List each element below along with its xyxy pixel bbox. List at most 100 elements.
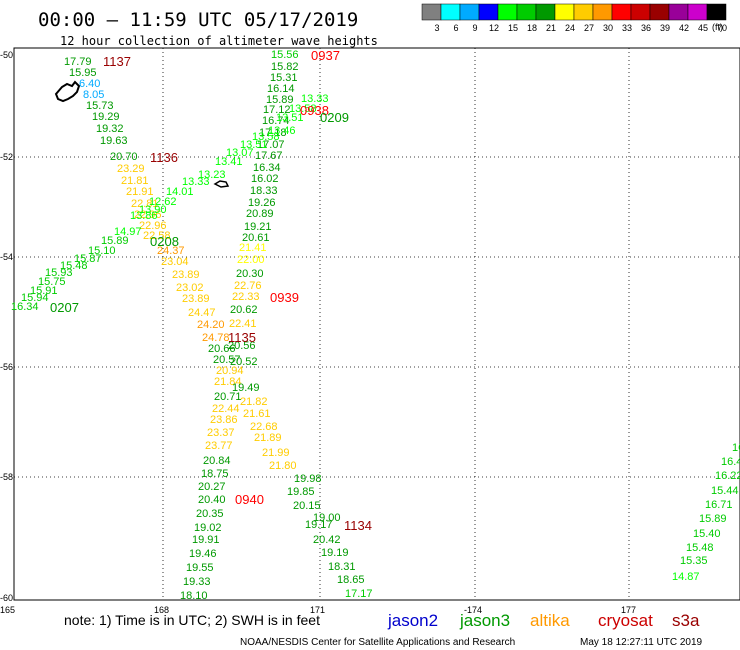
latitude-tick-label: -56	[0, 362, 13, 372]
credit-line: NOAA/NESDIS Center for Satellite Applica…	[240, 637, 515, 648]
wave-height-value: 22.00	[237, 254, 265, 266]
auckland-islands	[54, 80, 81, 103]
map-subtitle: 12 hour collection of altimeter wave hei…	[60, 34, 378, 48]
colorbar-swatch-2	[459, 3, 480, 21]
campbell-island	[213, 180, 230, 188]
wave-height-value: 15.95	[69, 67, 97, 79]
wave-height-value: 18.65	[337, 574, 365, 586]
wave-height-value: 20.40	[198, 494, 226, 506]
wave-height-value: 13.33	[301, 93, 329, 105]
wave-height-value: 19.46	[189, 548, 217, 560]
wave-height-value: 15.40	[693, 528, 721, 540]
wave-height-value: 19.85	[287, 486, 315, 498]
wave-height-value: 15.31	[270, 72, 298, 84]
legend-cryosat: cryosat	[598, 611, 653, 630]
wave-height-value: 21.91	[126, 186, 154, 198]
wave-height-value: 20.27	[198, 481, 226, 493]
colorbar-swatch-6	[535, 3, 556, 21]
wave-height-value: 23.02	[176, 282, 204, 294]
longitude-tick-label: 165	[0, 605, 15, 615]
wave-height-value: 23.89	[182, 293, 210, 305]
pass-time-label: 1136	[150, 150, 178, 165]
wave-height-value: 19.49	[232, 382, 260, 394]
wave-height-value: 20.62	[230, 304, 258, 316]
wave-height-value: 21.61	[243, 408, 271, 420]
colorbar-label: 39	[660, 23, 670, 33]
land-islands	[54, 80, 230, 188]
wave-height-value: 20.71	[214, 391, 242, 403]
wave-height-value: 15.91	[30, 285, 58, 297]
colorbar-swatch-4	[497, 3, 518, 21]
wave-height-value: 14.87	[672, 571, 700, 583]
legend-altika: altika	[530, 611, 570, 630]
pass-time-label: 0207	[50, 300, 79, 315]
wave-height-value: 19.91	[192, 534, 220, 546]
colorbar-label: 36	[641, 23, 651, 33]
wave-height-value: 13.46	[268, 125, 296, 137]
longitude-tick-label: 171	[310, 605, 325, 615]
colorbar-label: 42	[679, 23, 689, 33]
wave-height-value: 21.99	[262, 447, 290, 459]
wave-height-value: 8.05	[83, 89, 104, 101]
colorbar-swatch-7	[554, 3, 575, 21]
wave-height-value: 18.10	[180, 590, 208, 602]
wave-height-colorbar: 3 6 9 12 15 18 21 24 27 30 33 36 39 42 45 70	[421, 3, 727, 33]
pass-time-label: 0209	[320, 110, 349, 125]
wave-height-value: 23.77	[205, 440, 233, 452]
wave-height-value: 23.86	[210, 414, 238, 426]
pass-time-label: 1137	[103, 54, 131, 69]
colorbar-label: 12	[489, 23, 499, 33]
satellite-legend: jason2 jason3 altika cryosat s3a	[387, 611, 700, 630]
wave-height-value: 22.68	[250, 421, 278, 433]
wave-height-value: 24.78	[202, 332, 230, 344]
wave-height-value: 20.30	[236, 268, 264, 280]
wave-height-value: 20.70	[110, 151, 138, 163]
colorbar-swatch-1	[440, 3, 461, 21]
pass-time-label: 0939	[270, 290, 299, 305]
colorbar-label: 9	[472, 23, 477, 33]
wave-height-value: 15.75	[38, 276, 66, 288]
latitude-tick-label: -54	[0, 252, 13, 262]
pass-time-label: 1135	[228, 330, 256, 345]
colorbar-swatch-15	[706, 3, 727, 21]
track-2: 15.5615.8215.3116.1415.8917.1216.7417.18…	[228, 49, 373, 600]
longitude-tick-label: -174	[464, 605, 482, 615]
wave-height-value: 20.89	[246, 208, 274, 220]
wave-height-value: 13.51	[240, 139, 268, 151]
pass-time-label: 0940	[235, 492, 264, 507]
wave-height-value: 15.10	[88, 245, 116, 257]
wave-height-value: 15.48	[686, 542, 714, 554]
wave-height-value: 19.19	[321, 547, 349, 559]
wave-height-value: 20.61	[242, 232, 270, 244]
wave-height-value: 14.01	[166, 186, 194, 198]
generated-timestamp: May 18 12:27:11 UTC 2019	[580, 637, 703, 648]
wave-height-value: 15.44	[711, 485, 739, 497]
wave-height-value: 20.42	[313, 534, 341, 546]
wave-height-value: 19.55	[186, 562, 214, 574]
wave-height-value: 15.82	[271, 61, 299, 73]
units-note: note: 1) Time is in UTC; 2) SWH is in fe…	[64, 612, 320, 628]
wave-height-value: 15.35	[680, 555, 708, 567]
wave-height-value: 20.84	[203, 455, 231, 467]
wave-height-value: 13.58	[252, 131, 280, 143]
wave-height-value: 13.86	[130, 210, 158, 222]
wave-height-value: 20.66	[208, 343, 236, 355]
map-grid	[13, 47, 740, 601]
wave-height-value: 16.02	[251, 173, 279, 185]
wave-height-value: 22.33	[232, 291, 260, 303]
wave-height-value: 23.89	[172, 269, 200, 281]
latitude-tick-label: -52	[0, 152, 13, 162]
wave-height-value: 16.74	[262, 115, 290, 127]
latitude-tick-label: -60	[0, 593, 13, 603]
colorbar-swatch-14	[687, 3, 708, 21]
legend-jason3: jason3	[459, 611, 510, 630]
wave-height-value: 21.80	[269, 460, 297, 472]
wave-height-value: 20.35	[196, 508, 224, 520]
wave-height-value: 15.87	[74, 253, 102, 265]
colorbar-label: 18	[527, 23, 537, 33]
wave-height-value: 16.34	[253, 162, 281, 174]
wave-height-value: 20.52	[230, 356, 258, 368]
